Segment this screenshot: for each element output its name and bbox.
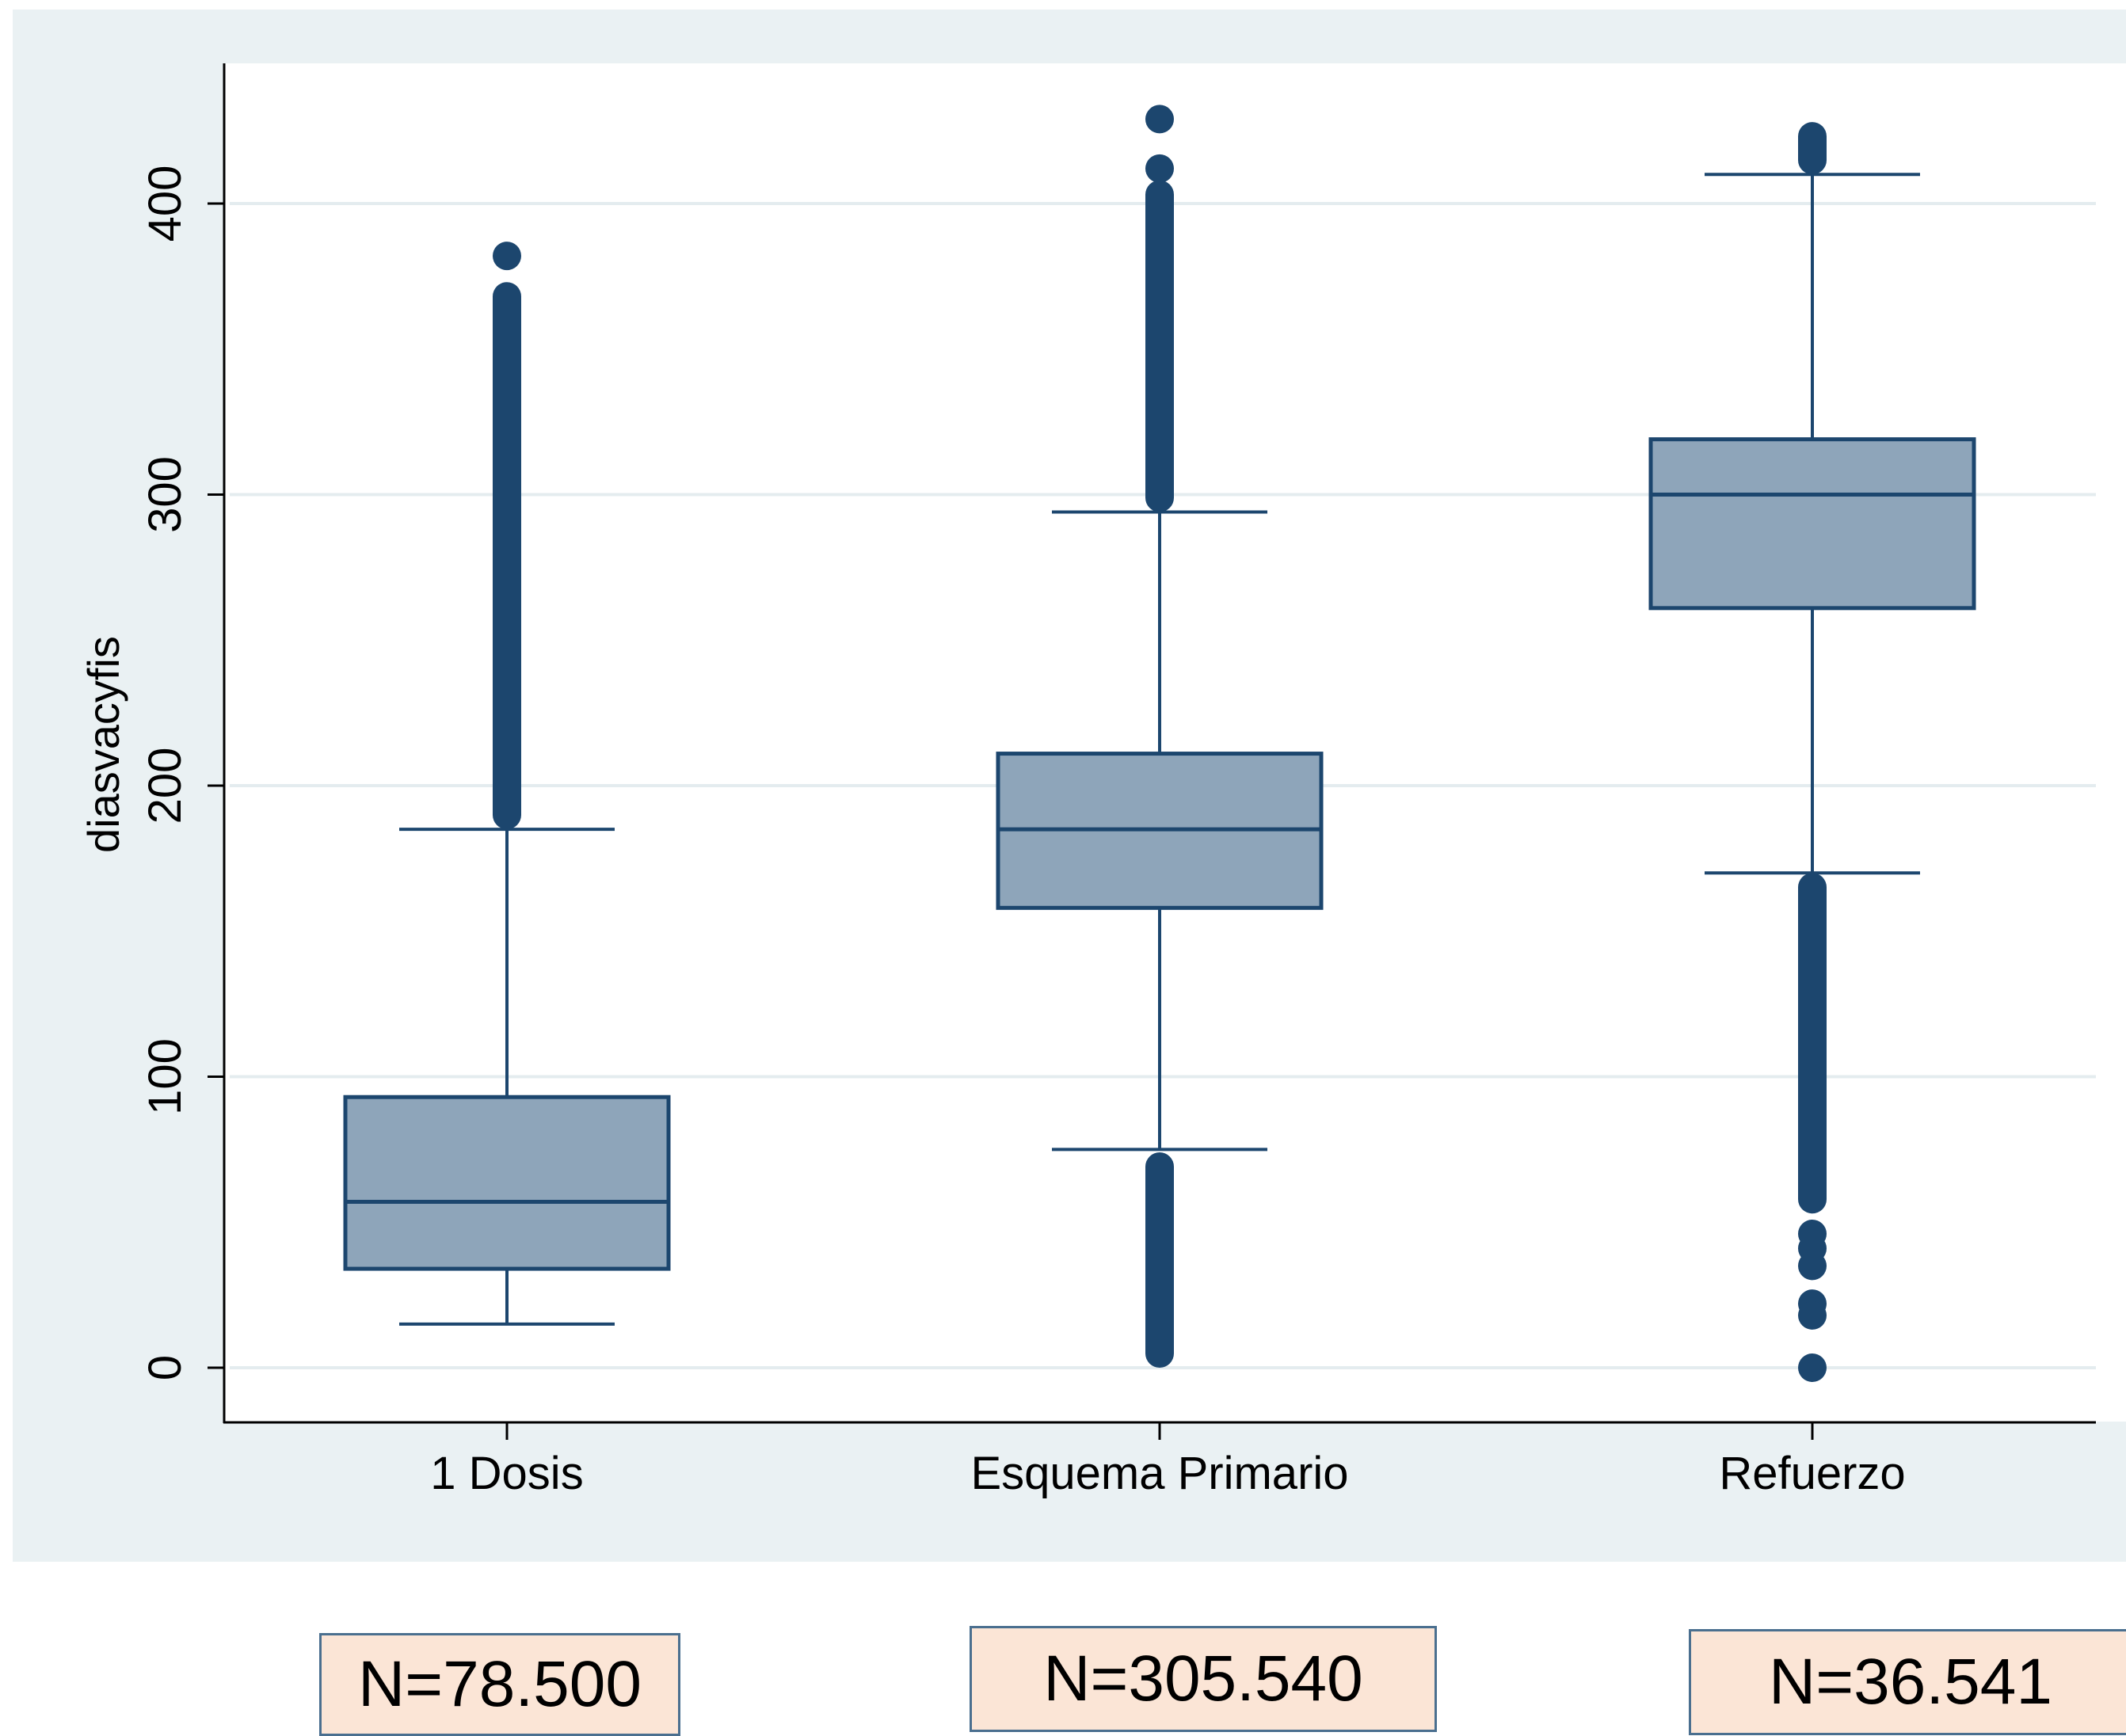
y-tick-label-200: 200: [139, 748, 191, 824]
box-group-1: [996, 105, 1324, 1368]
outlier-point: [1145, 154, 1174, 183]
outlier-point: [1798, 1353, 1827, 1382]
outlier-point: [493, 242, 521, 271]
y-axis-label: diasvacyfis: [78, 636, 128, 853]
box-group-0: [343, 242, 671, 1326]
x-tick-label-2: Refuerzo: [1719, 1448, 1905, 1499]
y-tick-label-300: 300: [139, 456, 191, 533]
iqr-box: [1648, 437, 1976, 611]
outlier-band-upper: [1798, 122, 1827, 175]
outlier-band-upper: [1145, 180, 1174, 512]
box-group-2: [1648, 122, 1976, 1382]
outlier-point: [1145, 105, 1174, 134]
x-tick-label-1: Esquema Primario: [970, 1448, 1348, 1499]
y-tick-label-0: 0: [139, 1355, 191, 1380]
n-annotation-1-dosis: N=78.500: [319, 1633, 680, 1736]
x-axis-ticks: 1 Dosis Esquema Primario Refuerzo: [430, 1422, 1906, 1499]
outlier-band-lower: [1798, 873, 1827, 1214]
outlier-point: [1798, 1251, 1827, 1281]
iqr-box: [343, 1095, 671, 1271]
y-axis-ticks: 0 100 200 300 400: [139, 166, 224, 1380]
n-annotation-esquema-primario: N=305.540: [970, 1626, 1437, 1732]
y-tick-label-100: 100: [139, 1038, 191, 1115]
box-series: [343, 105, 1976, 1382]
outlier-band-lower: [1145, 1152, 1174, 1368]
outlier-band-upper: [493, 282, 521, 830]
outlier-point: [1798, 1300, 1827, 1330]
y-tick-label-400: 400: [139, 166, 191, 242]
n-annotation-refuerzo: N=36.541: [1689, 1629, 2126, 1735]
x-tick-label-0: 1 Dosis: [430, 1448, 583, 1499]
